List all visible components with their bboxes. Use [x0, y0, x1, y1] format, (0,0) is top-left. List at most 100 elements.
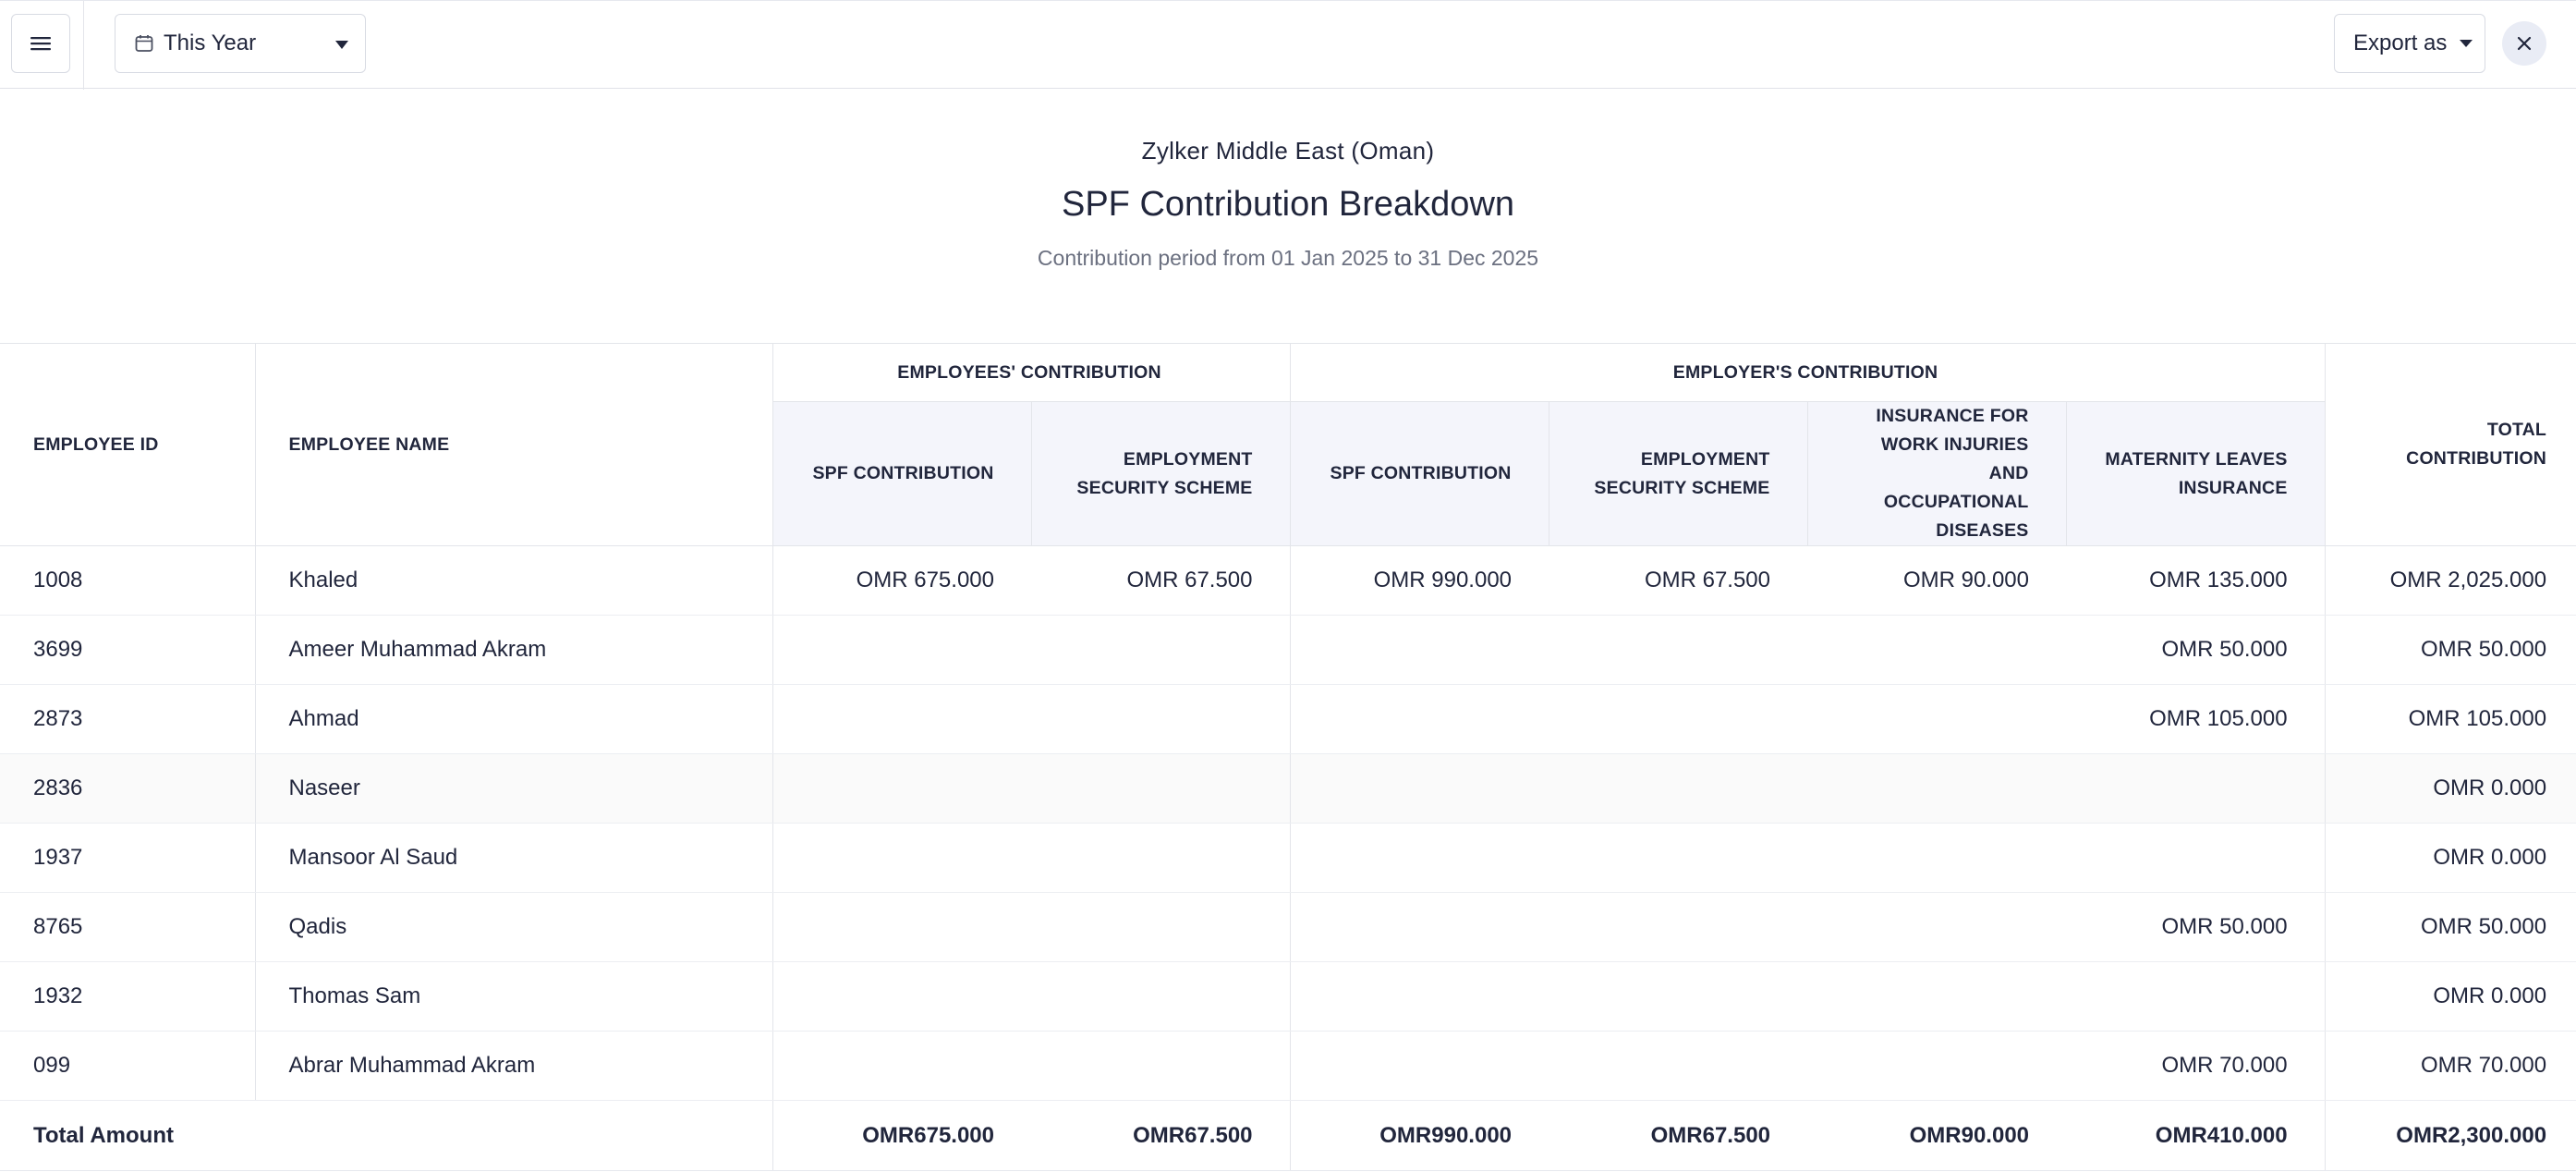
header-employee-id: EMPLOYEE ID	[0, 343, 255, 546]
cell-employee-spf	[772, 961, 1031, 1032]
cell-employee-id: 1937	[0, 823, 255, 893]
close-button[interactable]	[2502, 21, 2546, 66]
header-employee-ess: EMPLOYMENT SECURITY SCHEME	[1030, 401, 1291, 546]
cell-employee-id: 2873	[0, 684, 255, 754]
cell-employee-ess	[1031, 615, 1291, 685]
cell-employer-ess	[1549, 753, 1808, 824]
table-row: 8765 Qadis OMR 50.000 OMR 50.000	[0, 892, 2576, 962]
cell-employer-spf	[1289, 753, 1549, 824]
top-toolbar: This Year Export as	[0, 0, 2576, 90]
chevron-down-icon	[335, 41, 348, 49]
cell-employee-ess: OMR 67.500	[1031, 545, 1291, 616]
cell-employee-name: Naseer	[254, 753, 772, 824]
header-employers-contribution: EMPLOYER'S CONTRIBUTION	[1289, 343, 2326, 402]
header-employees-contribution: EMPLOYEES' CONTRIBUTION	[772, 343, 1291, 402]
total-employer-spf: OMR990.000	[1289, 1100, 1549, 1171]
cell-total: OMR 105.000	[2324, 684, 2576, 754]
cell-employer-insurance	[1807, 823, 2067, 893]
cell-employer-spf	[1289, 615, 1549, 685]
cell-employer-spf	[1289, 961, 1549, 1032]
cell-employee-ess	[1031, 961, 1291, 1032]
cell-employee-spf	[772, 684, 1031, 754]
cell-employer-insurance	[1807, 961, 2067, 1032]
cell-employee-spf	[772, 753, 1031, 824]
total-employer-insurance: OMR90.000	[1807, 1100, 2067, 1171]
cell-total: OMR 70.000	[2324, 1031, 2576, 1101]
cell-employer-spf	[1289, 684, 1549, 754]
cell-employee-ess	[1031, 684, 1291, 754]
total-label: Total Amount	[0, 1100, 772, 1171]
cell-employer-ess: OMR 67.500	[1549, 545, 1808, 616]
cell-employer-insurance	[1807, 615, 2067, 685]
report-title: SPF Contribution Breakdown	[1061, 185, 1515, 224]
total-employee-spf: OMR675.000	[772, 1100, 1031, 1171]
table-row: 1932 Thomas Sam OMR 0.000	[0, 961, 2576, 1032]
cell-employee-spf	[772, 892, 1031, 962]
cell-employee-id: 099	[0, 1031, 255, 1101]
cell-total: OMR 0.000	[2324, 823, 2576, 893]
total-employer-ess: OMR67.500	[1549, 1100, 1808, 1171]
cell-employer-ess	[1549, 1031, 1808, 1101]
table-row: 1937 Mansoor Al Saud OMR 0.000	[0, 823, 2576, 893]
report-period: Contribution period from 01 Jan 2025 to …	[1037, 246, 1539, 270]
hamburger-icon	[30, 37, 51, 51]
cell-employee-spf	[772, 1031, 1031, 1101]
cell-employer-ess	[1549, 615, 1808, 685]
cell-employee-id: 1932	[0, 961, 255, 1032]
cell-total: OMR 2,025.000	[2324, 545, 2576, 616]
export-button[interactable]: Export as	[2334, 14, 2485, 73]
cell-employee-id: 8765	[0, 892, 255, 962]
table-row: 1008 Khaled OMR 675.000 OMR 67.500 OMR 9…	[0, 545, 2576, 616]
cell-employer-maternity: OMR 105.000	[2066, 684, 2326, 754]
cell-employee-name: Thomas Sam	[254, 961, 772, 1032]
cell-employee-name: Qadis	[254, 892, 772, 962]
cell-employer-ess	[1549, 961, 1808, 1032]
cell-total: OMR 0.000	[2324, 961, 2576, 1032]
cell-employee-name: Abrar Muhammad Akram	[254, 1031, 772, 1101]
table-row: 3699 Ameer Muhammad Akram OMR 50.000 OMR…	[0, 615, 2576, 685]
menu-button[interactable]	[11, 14, 70, 73]
table-row: 2836 Naseer OMR 0.000	[0, 753, 2576, 824]
organization-name: Zylker Middle East (Oman)	[1141, 137, 1435, 165]
header-employee-name: EMPLOYEE NAME	[254, 343, 772, 546]
cell-employee-id: 1008	[0, 545, 255, 616]
cell-employee-spf	[772, 823, 1031, 893]
cell-employer-ess	[1549, 684, 1808, 754]
cell-employer-ess	[1549, 823, 1808, 893]
close-icon	[2517, 36, 2532, 51]
cell-employee-spf: OMR 675.000	[772, 545, 1031, 616]
total-contribution: OMR2,300.000	[2324, 1100, 2576, 1171]
period-select[interactable]: This Year	[115, 14, 366, 73]
cell-employer-maternity: OMR 50.000	[2066, 615, 2326, 685]
cell-employer-maternity	[2066, 753, 2326, 824]
cell-employee-ess	[1031, 892, 1291, 962]
cell-employee-name: Khaled	[254, 545, 772, 616]
cell-total: OMR 50.000	[2324, 892, 2576, 962]
total-employer-maternity: OMR410.000	[2066, 1100, 2326, 1171]
cell-employer-maternity	[2066, 823, 2326, 893]
cell-employee-name: Ahmad	[254, 684, 772, 754]
cell-employer-insurance	[1807, 684, 2067, 754]
header-employee-spf: SPF CONTRIBUTION	[772, 401, 1031, 546]
cell-employee-ess	[1031, 823, 1291, 893]
header-total-contribution: TOTAL CONTRIBUTION	[2324, 343, 2576, 546]
cell-employee-name: Ameer Muhammad Akram	[254, 615, 772, 685]
cell-employer-spf	[1289, 823, 1549, 893]
cell-employee-name: Mansoor Al Saud	[254, 823, 772, 893]
cell-employer-insurance	[1807, 753, 2067, 824]
cell-employer-insurance: OMR 90.000	[1807, 545, 2067, 616]
caret-down-icon	[2460, 40, 2473, 47]
export-button-label: Export as	[2353, 31, 2448, 55]
cell-employer-insurance	[1807, 892, 2067, 962]
cell-employee-id: 2836	[0, 753, 255, 824]
cell-total: OMR 0.000	[2324, 753, 2576, 824]
cell-employer-spf	[1289, 892, 1549, 962]
toolbar-divider	[83, 1, 84, 90]
header-employer-maternity: MATERNITY LEAVES INSURANCE	[2065, 401, 2326, 546]
table-row: 2873 Ahmad OMR 105.000 OMR 105.000	[0, 684, 2576, 754]
cell-employer-spf: OMR 990.000	[1289, 545, 1549, 616]
cell-employer-insurance	[1807, 1031, 2067, 1101]
contribution-table-wrapper: EMPLOYEE ID EMPLOYEE NAME EMPLOYEES' CON…	[0, 343, 2576, 1171]
cell-employer-spf	[1289, 1031, 1549, 1101]
total-row: Total Amount OMR675.000 OMR67.500 OMR990…	[0, 1100, 2576, 1171]
